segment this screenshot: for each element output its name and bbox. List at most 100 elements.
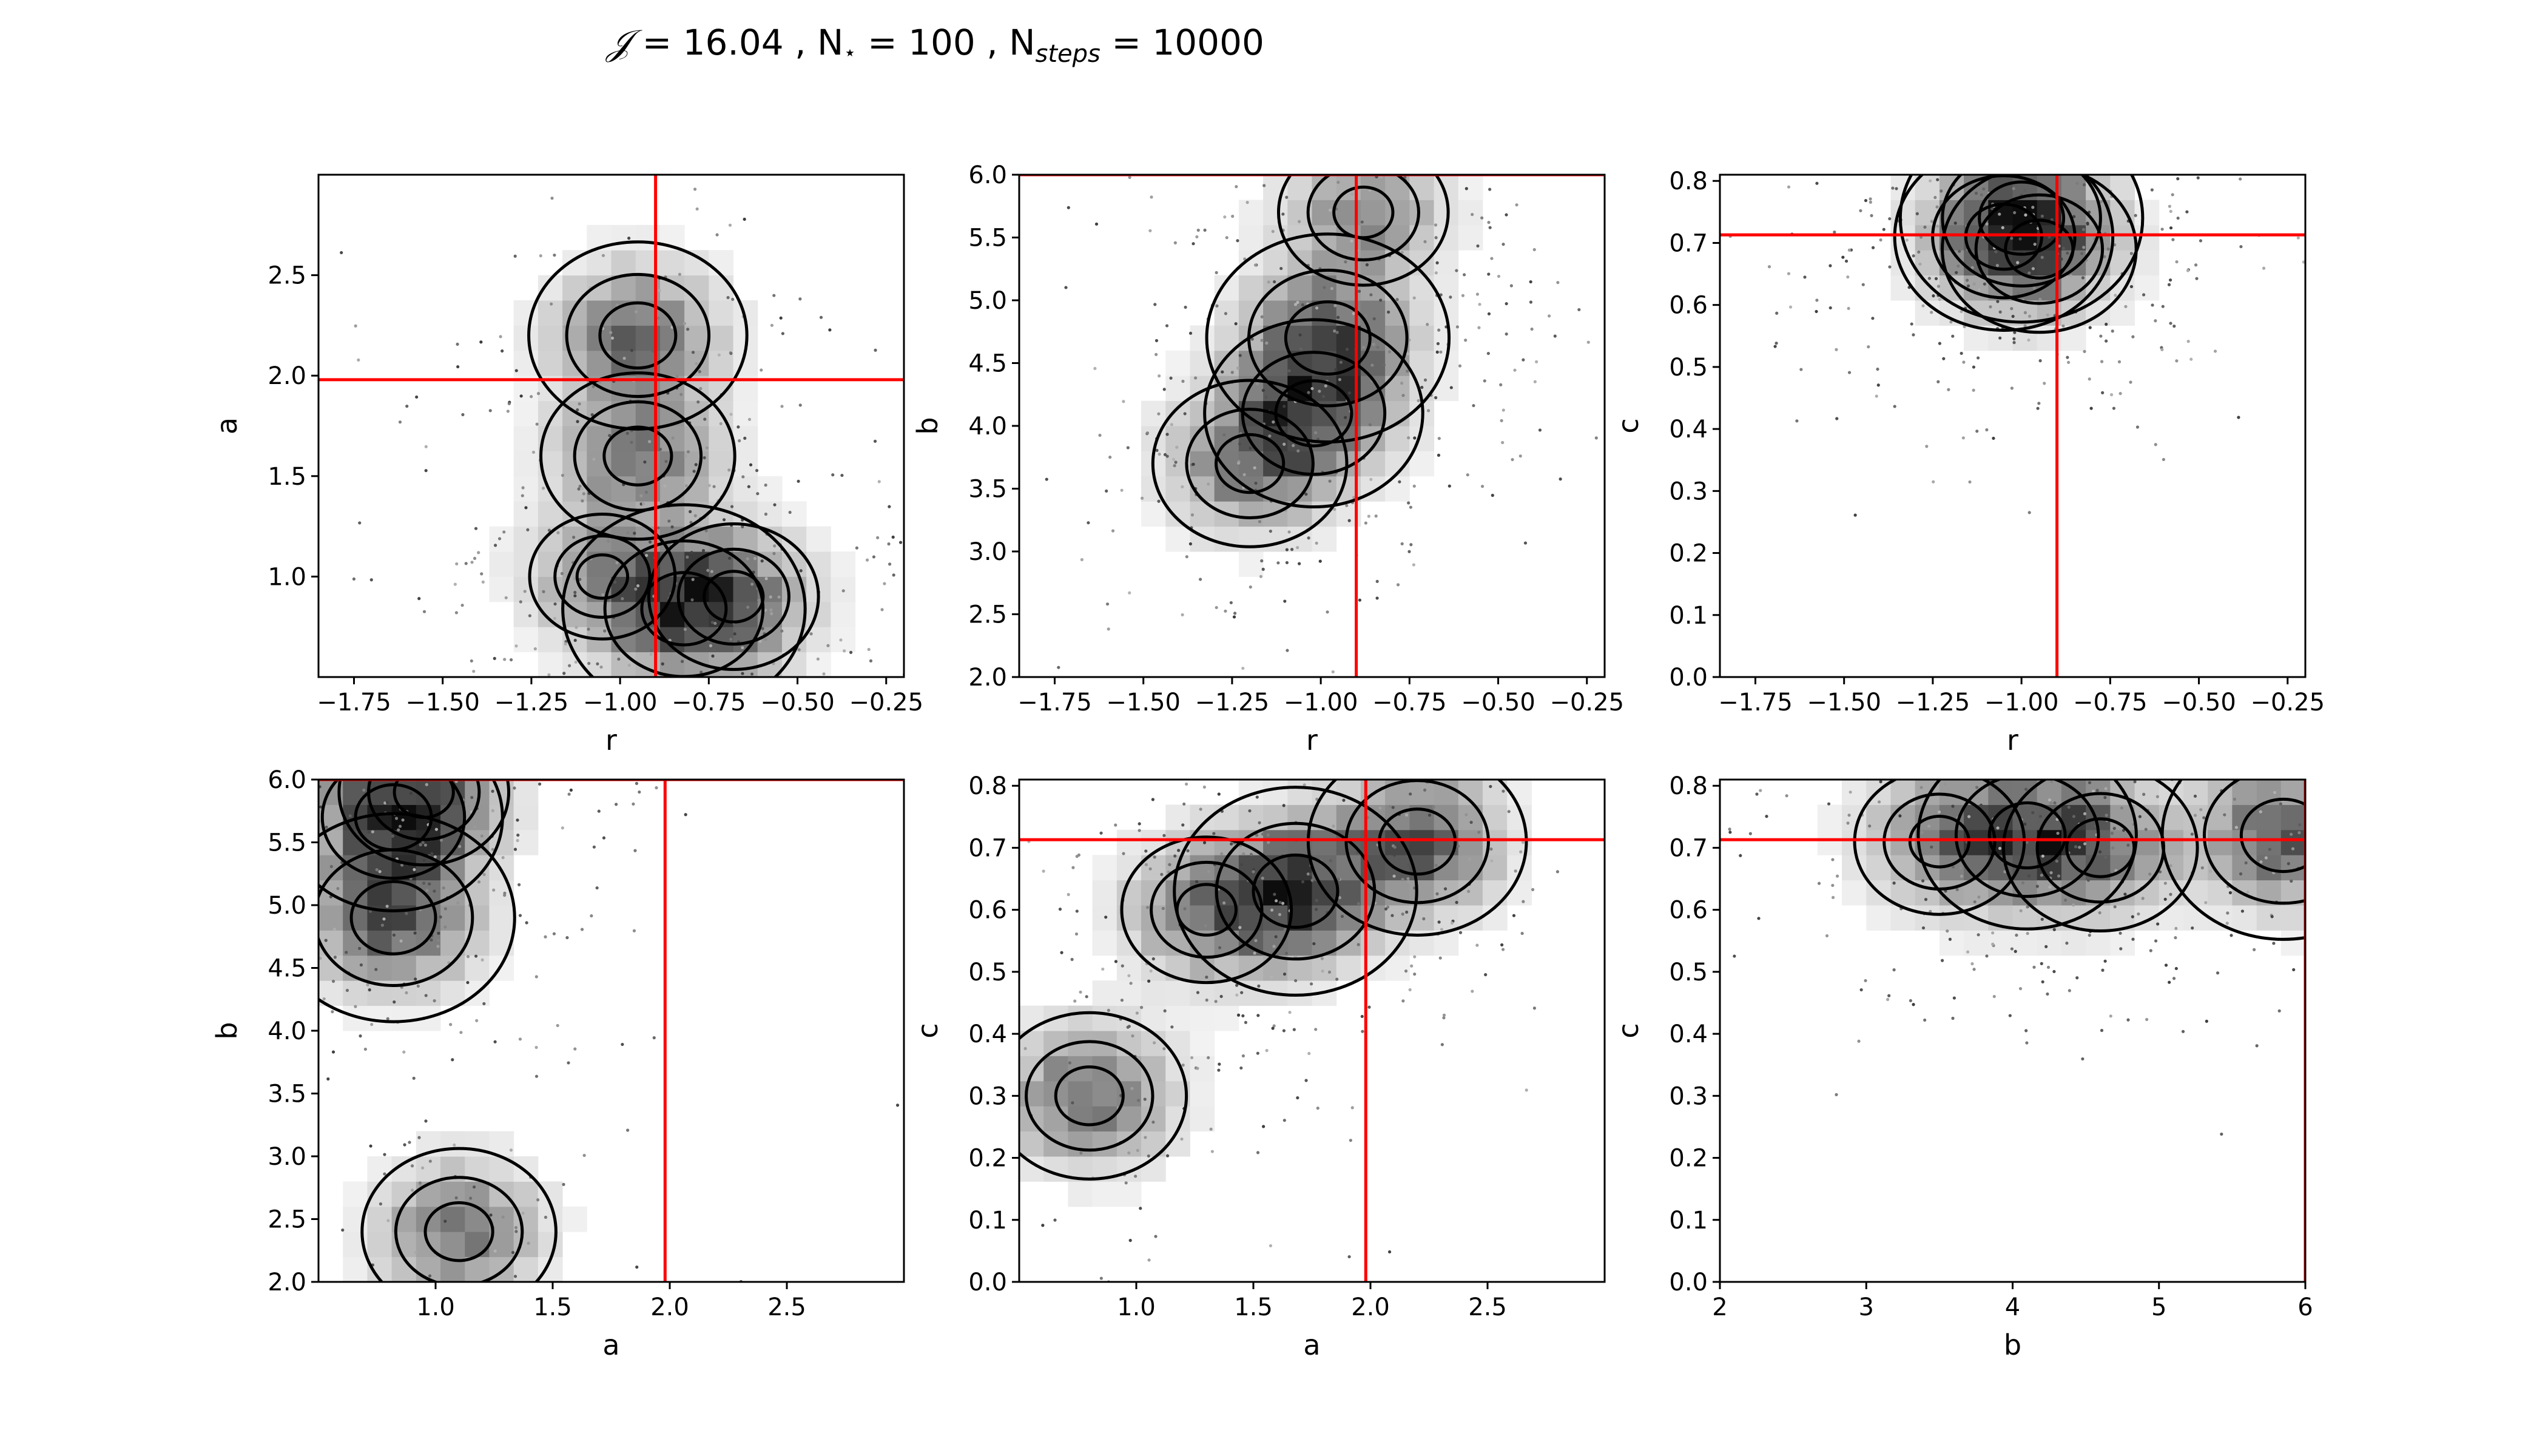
sample-point <box>1512 914 1516 917</box>
sample-point <box>1962 34 1965 37</box>
sample-point <box>798 297 802 301</box>
hist-cell <box>1287 325 1312 351</box>
y-tick-label: 0.2 <box>1669 1145 1708 1173</box>
sample-point <box>2032 286 2036 290</box>
sample-point <box>1529 300 1533 304</box>
sample-point <box>2013 331 2017 334</box>
sample-point <box>1939 662 1942 666</box>
sample-point <box>2146 141 2149 144</box>
sample-point <box>2155 795 2159 798</box>
sample-point <box>1869 197 1872 201</box>
hist-cell <box>1507 880 1532 906</box>
sample-point <box>533 647 537 651</box>
sample-point <box>2038 359 2042 363</box>
sample-point <box>675 374 679 378</box>
sample-point <box>658 448 662 451</box>
sample-point <box>1440 1043 1444 1046</box>
sample-point <box>489 1213 493 1217</box>
sample-point <box>1864 725 1867 728</box>
sample-point <box>1236 1013 1241 1017</box>
panels-group: −1.75 −1.50 −1.25 −1.00 −0.75 −0.50 −0.251.01.… <box>154 34 2387 1441</box>
sample-point <box>1328 479 1332 483</box>
sample-point <box>2162 457 2165 462</box>
sample-point <box>1165 454 1169 458</box>
sample-point <box>371 830 374 834</box>
sample-point <box>436 1438 439 1441</box>
sample-point <box>1203 772 1206 775</box>
sample-point <box>1518 454 1522 458</box>
sample-point <box>2124 732 2127 735</box>
sample-point <box>573 638 577 642</box>
hist-cell <box>2110 930 2135 956</box>
sample-point <box>2088 934 2091 937</box>
sample-point <box>1258 821 1261 824</box>
sample-point <box>1127 1151 1131 1155</box>
sample-point <box>2370 878 2373 881</box>
sample-point <box>2169 209 2172 214</box>
hist-cell <box>538 627 563 653</box>
sample-point <box>474 527 478 530</box>
sample-point <box>525 758 528 761</box>
hist-cell <box>1842 880 1867 906</box>
sample-point <box>247 783 250 786</box>
sample-point <box>1438 956 1442 960</box>
sample-point <box>736 425 740 429</box>
x-axis-label: r <box>1306 724 1318 757</box>
sample-point <box>2175 359 2179 363</box>
sample-point <box>1282 1119 1286 1122</box>
sample-point <box>2138 815 2142 818</box>
sample-point <box>1225 84 1228 87</box>
sample-point <box>234 961 237 964</box>
hist-cell <box>489 551 514 577</box>
sample-point <box>2112 731 2115 734</box>
sample-point <box>1419 139 1422 142</box>
sample-point <box>340 251 343 255</box>
sample-point <box>2142 792 2146 797</box>
sample-point <box>2160 228 2164 231</box>
sample-point <box>2017 292 2020 295</box>
sample-point <box>750 672 754 676</box>
sample-point <box>1787 272 1791 275</box>
sample-point <box>1435 350 1439 354</box>
hist-cell <box>1141 400 1166 426</box>
sample-point <box>1619 945 1622 948</box>
sample-point <box>2190 832 2194 836</box>
sample-point <box>1259 575 1263 578</box>
sample-point <box>656 526 660 530</box>
sample-point <box>1919 90 1922 93</box>
x-tick-label: −0.75 <box>672 689 746 716</box>
sample-point <box>552 932 556 935</box>
sample-point <box>722 518 726 522</box>
sample-point <box>491 848 494 851</box>
sample-point <box>2040 962 2043 965</box>
hist-cell <box>1019 1080 1044 1107</box>
sample-point <box>2031 90 2034 93</box>
sample-point <box>2175 605 2178 608</box>
sample-point <box>1315 908 1318 911</box>
sample-point <box>1943 782 1947 786</box>
sample-point <box>2384 647 2387 650</box>
sample-point <box>2181 1030 2185 1033</box>
sample-point <box>362 788 366 792</box>
sample-point <box>2056 831 2060 835</box>
hist-cell <box>318 905 343 931</box>
sample-point <box>1057 666 1060 669</box>
sample-point <box>1998 846 2002 851</box>
sample-point <box>2160 164 2163 167</box>
sample-point <box>592 457 596 461</box>
hist-cell <box>1409 200 1435 226</box>
sample-point <box>154 757 157 760</box>
sample-point <box>272 937 275 940</box>
sample-point <box>1064 286 1068 289</box>
sample-point <box>797 479 800 483</box>
sample-point <box>369 764 372 767</box>
sample-point <box>2137 912 2140 916</box>
sample-point <box>1212 832 1216 835</box>
sample-point <box>1282 804 1286 807</box>
sample-point <box>1707 990 1710 993</box>
sample-point <box>1094 222 1099 226</box>
sample-point <box>1879 780 1882 784</box>
sample-point <box>1254 436 1258 439</box>
sample-point <box>1935 205 1939 209</box>
sample-point <box>1961 117 1964 120</box>
